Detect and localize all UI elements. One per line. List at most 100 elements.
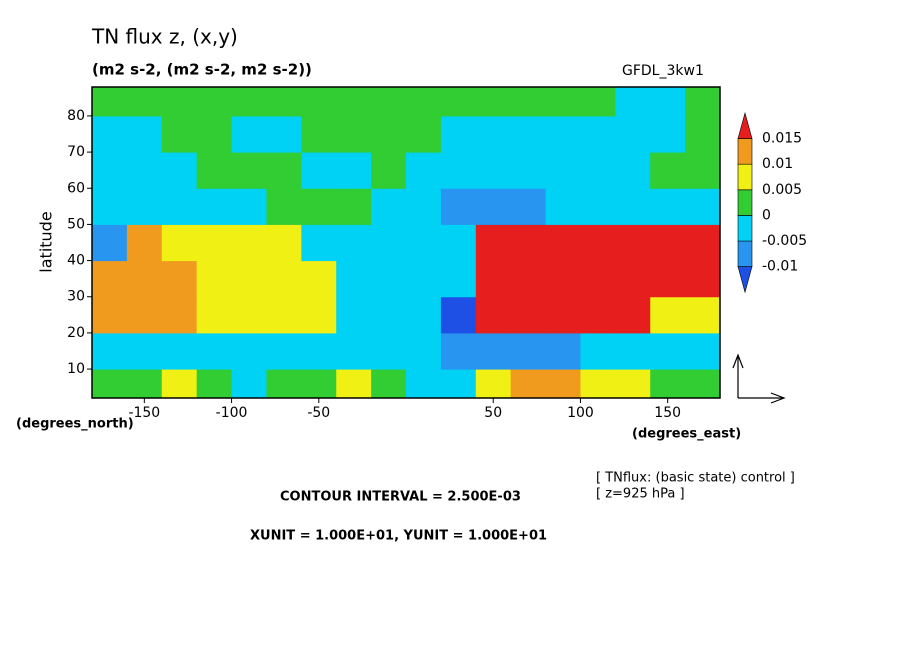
field-cell xyxy=(650,188,686,225)
field-cell xyxy=(475,332,512,370)
field-cell xyxy=(475,260,512,298)
field-cell xyxy=(301,152,337,189)
field-cell xyxy=(231,87,267,117)
field-cell xyxy=(196,332,233,370)
field-cell xyxy=(161,115,198,153)
field-cell xyxy=(371,224,407,262)
field-cell xyxy=(196,224,233,262)
field-cell xyxy=(440,369,477,398)
field-cell xyxy=(650,296,686,334)
field-cell xyxy=(161,152,198,189)
field-cell xyxy=(336,260,372,298)
field-cell xyxy=(92,152,128,189)
y-unit-label: (degrees_north) xyxy=(16,417,134,432)
field-cell xyxy=(545,152,581,189)
contour-interval: CONTOUR INTERVAL = 2.500E-03 xyxy=(280,490,521,505)
colorbar-segment xyxy=(737,111,753,139)
field-cell xyxy=(545,224,581,262)
field-cell xyxy=(161,260,198,298)
field-cell xyxy=(406,87,442,117)
field-cell xyxy=(231,260,267,298)
field-cell xyxy=(266,152,302,189)
field-cell xyxy=(510,296,547,334)
field-cell xyxy=(406,260,442,298)
field-cell xyxy=(161,332,198,370)
colorbar-segment xyxy=(737,240,753,267)
field-cell xyxy=(371,188,407,225)
field-cell xyxy=(440,260,477,298)
field-cell xyxy=(475,87,512,117)
field-cell xyxy=(440,296,477,334)
field-cell xyxy=(336,115,372,153)
field-cell xyxy=(545,369,581,398)
field-cell xyxy=(406,115,442,153)
field-cell xyxy=(336,369,372,398)
field-cell xyxy=(475,296,512,334)
field-cell xyxy=(161,87,198,117)
field-cell xyxy=(196,296,233,334)
field-cell xyxy=(475,152,512,189)
colorbar-label: 0.015 xyxy=(762,131,802,147)
field-cell xyxy=(266,188,302,225)
field-cell xyxy=(650,260,686,298)
field-cell xyxy=(266,260,302,298)
colorbar-segment xyxy=(737,163,753,191)
units-note: XUNIT = 1.000E+01, YUNIT = 1.000E+01 xyxy=(250,529,547,544)
field-cell xyxy=(126,296,163,334)
field-cell xyxy=(650,332,686,370)
field-cell xyxy=(580,369,616,398)
field-cell xyxy=(580,260,616,298)
x-tick-label: 150 xyxy=(654,405,681,421)
field-cell xyxy=(336,224,372,262)
field-cell xyxy=(126,115,163,153)
field-cell xyxy=(371,152,407,189)
field-cell xyxy=(510,260,547,298)
field-cell xyxy=(301,188,337,225)
field-cell xyxy=(685,152,720,189)
field-cell xyxy=(161,188,198,225)
field-cell xyxy=(336,188,372,225)
field-cell xyxy=(126,260,163,298)
field-cell xyxy=(371,115,407,153)
y-tick-label: 10 xyxy=(67,361,85,377)
field-cell xyxy=(231,369,267,398)
field-cell xyxy=(301,369,337,398)
field-cell xyxy=(92,188,128,225)
reference-vector xyxy=(732,353,786,404)
field xyxy=(92,87,720,398)
field-cell xyxy=(266,332,302,370)
field-cell xyxy=(231,152,267,189)
field-cell xyxy=(336,332,372,370)
field-cell xyxy=(615,260,651,298)
field-cell xyxy=(371,87,407,117)
field-cell xyxy=(475,115,512,153)
y-tick-label: 50 xyxy=(67,216,85,232)
y-tick-label: 70 xyxy=(67,144,85,160)
field-cell xyxy=(371,260,407,298)
field-cell xyxy=(545,87,581,117)
field-cell xyxy=(196,260,233,298)
field-cell xyxy=(615,152,651,189)
field-cell xyxy=(126,369,163,398)
x-unit-label: (degrees_east) xyxy=(632,427,741,442)
colorbar-segment xyxy=(737,215,753,242)
field-cell xyxy=(580,296,616,334)
field-cell xyxy=(371,296,407,334)
field-cell xyxy=(231,115,267,153)
field-cell xyxy=(580,332,616,370)
field-cell xyxy=(92,369,128,398)
field-cell xyxy=(406,152,442,189)
field-cell xyxy=(440,332,477,370)
x-tick-label: -50 xyxy=(307,405,330,421)
field-cell xyxy=(161,224,198,262)
field-cell xyxy=(510,369,547,398)
colorbar-segment xyxy=(737,266,753,294)
field-cell xyxy=(266,87,302,117)
y-axis-label: latitude xyxy=(37,211,56,272)
field-cell xyxy=(266,296,302,334)
field-cell xyxy=(301,260,337,298)
field-cell xyxy=(545,296,581,334)
field-cell xyxy=(545,115,581,153)
x-tick-label: 50 xyxy=(484,405,502,421)
